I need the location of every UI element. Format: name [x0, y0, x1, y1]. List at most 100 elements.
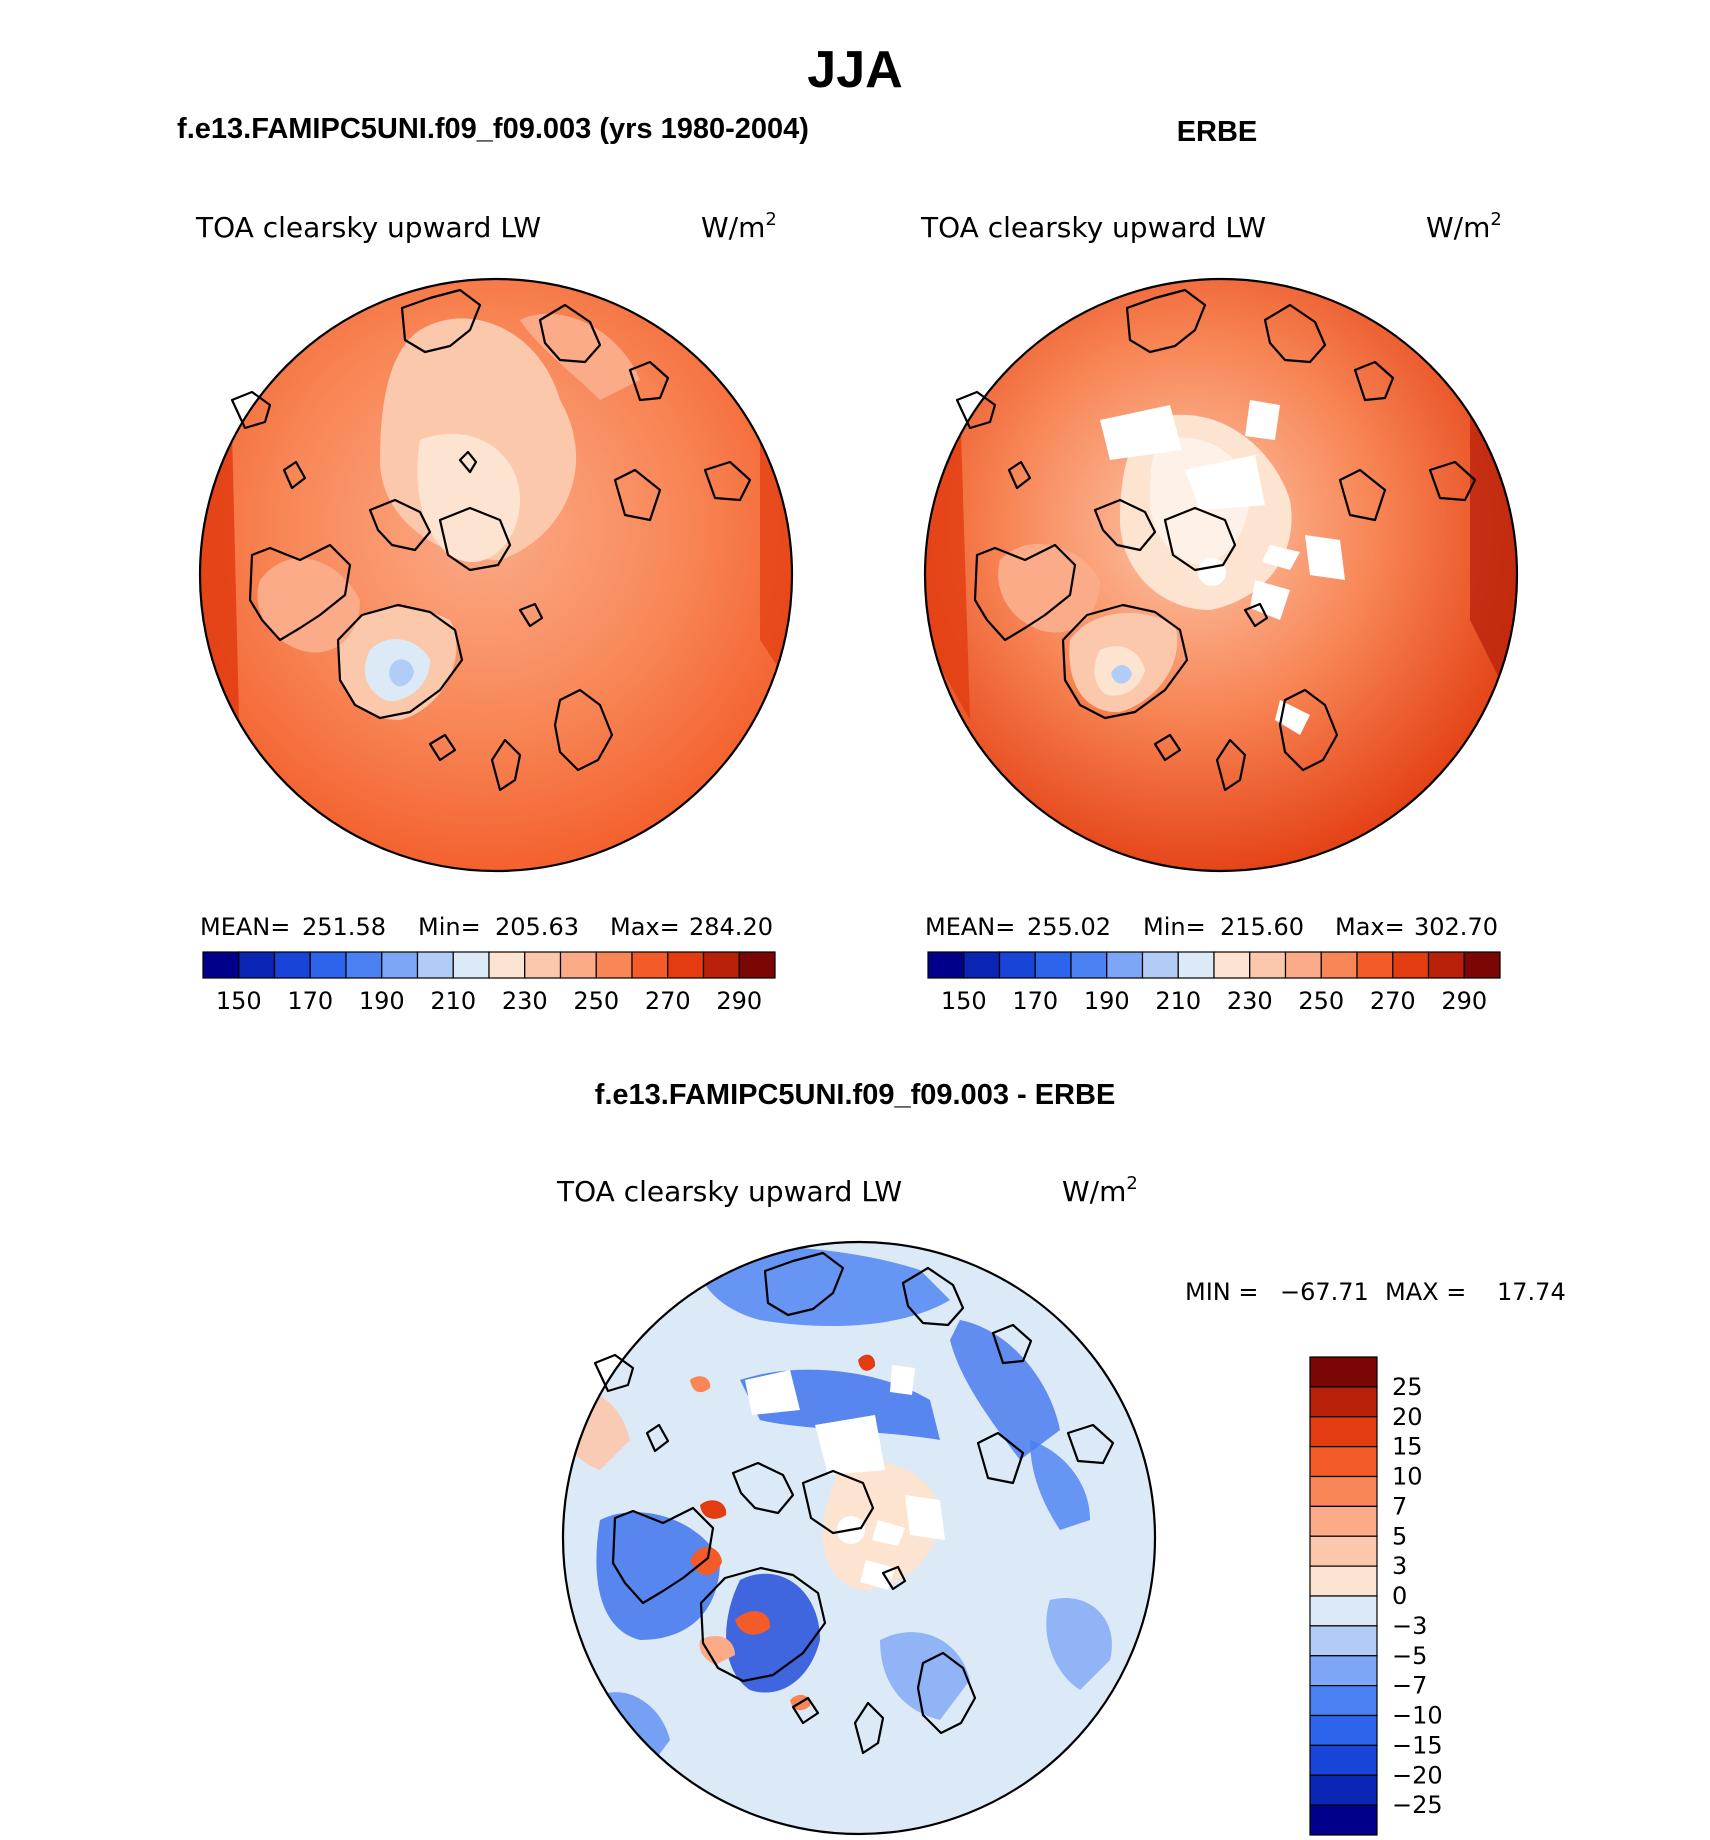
obs-colorbar-swatch [1213, 951, 1251, 979]
diff-colorbar-tick-label: 15 [1392, 1433, 1423, 1461]
diff-colorbar-tick-label: 7 [1392, 1492, 1407, 1520]
diff-colorbar-tick-label: −15 [1392, 1731, 1443, 1759]
diff-colorbar-swatch [1309, 1475, 1378, 1507]
diff-colorbar-swatch [1309, 1744, 1378, 1776]
model-units-exp: 2 [765, 209, 776, 230]
model-colorbar-swatch [309, 951, 347, 979]
model-colorbar-tick-label: 210 [430, 987, 476, 1015]
diff-panel-title: f.e13.FAMIPC5UNI.f09_f09.003 - ERBE [595, 1079, 1116, 1111]
model-min-value: 205.63 [495, 913, 579, 941]
diff-colorbar-tick-label: −20 [1392, 1761, 1443, 1789]
diff-stats: MIN = −67.71 MAX = 17.74 [1185, 1278, 1566, 1306]
diff-colorbar-swatch [1309, 1535, 1378, 1567]
diff-colorbar-tick-label: 25 [1392, 1373, 1423, 1401]
figure-title: JJA [807, 41, 902, 99]
obs-colorbar: 150 170 190 210 230 250 270 290 [927, 951, 1501, 1015]
diff-colorbar-swatch [1309, 1565, 1378, 1597]
obs-colorbar-swatch [1034, 951, 1072, 979]
obs-units-exp: 2 [1490, 209, 1501, 230]
model-units-base: W/m [701, 211, 765, 244]
obs-colorbar-swatch [1463, 951, 1501, 979]
diff-colorbar-tick-label: −7 [1392, 1672, 1427, 1700]
diff-colorbar-tick-label: 0 [1392, 1582, 1407, 1610]
obs-colorbar-swatch [1356, 951, 1394, 979]
model-colorbar-tick-label: 190 [359, 987, 405, 1015]
model-colorbar-swatch [559, 951, 597, 979]
obs-colorbar-swatch [1177, 951, 1215, 979]
diff-colorbar-tick-label: −3 [1392, 1612, 1427, 1640]
model-colorbar-tick-label: 170 [287, 987, 333, 1015]
model-colorbar-swatch [345, 951, 383, 979]
obs-colorbar-swatch [1392, 951, 1430, 979]
model-colorbar-swatch [273, 951, 311, 979]
diff-min-label: MIN = [1185, 1278, 1258, 1306]
obs-map [923, 277, 1519, 873]
diff-colorbar-swatch [1309, 1714, 1378, 1746]
diff-units-exp: 2 [1126, 1173, 1137, 1194]
model-colorbar-swatch [702, 951, 740, 979]
model-mean-value: 251.58 [302, 913, 386, 941]
diff-colorbar-tick-label: 20 [1392, 1403, 1423, 1431]
model-min-label: Min= [418, 913, 481, 941]
obs-colorbar-tick-label: 150 [941, 987, 987, 1015]
diff-colorbar-swatch [1309, 1774, 1378, 1806]
diff-colorbar-swatch [1309, 1685, 1378, 1717]
diff-colorbar-swatch [1309, 1416, 1378, 1448]
model-map [198, 277, 794, 873]
obs-mean-value: 255.02 [1027, 913, 1111, 941]
diff-colorbar-swatch [1309, 1446, 1378, 1478]
obs-colorbar-swatch [1106, 951, 1144, 979]
obs-colorbar-swatch [963, 951, 1001, 979]
model-colorbar-swatch [238, 951, 276, 979]
diff-colorbar-swatch [1309, 1356, 1378, 1388]
model-colorbar-swatch [416, 951, 454, 979]
model-colorbar-swatch [667, 951, 705, 979]
obs-min-value: 215.60 [1220, 913, 1304, 941]
model-colorbar-swatch [595, 951, 633, 979]
model-colorbar-swatch [738, 951, 776, 979]
diff-colorbar-swatch [1309, 1625, 1378, 1657]
obs-colorbar-swatch [1427, 951, 1465, 979]
model-colorbar-swatch [452, 951, 490, 979]
model-colorbar-tick-label: 270 [645, 987, 691, 1015]
obs-mean-label: MEAN= [925, 913, 1015, 941]
obs-variable-label: TOA clearsky upward LW [920, 211, 1266, 244]
model-colorbar-swatch [524, 951, 562, 979]
model-colorbar-swatch [488, 951, 526, 979]
obs-colorbar-swatch [1070, 951, 1108, 979]
diff-variable-label: TOA clearsky upward LW [556, 1175, 902, 1208]
obs-colorbar-tick-label: 170 [1012, 987, 1058, 1015]
diff-colorbar-tick-label: 5 [1392, 1522, 1407, 1550]
obs-colorbar-tick-label: 290 [1441, 987, 1487, 1015]
obs-max-value: 302.70 [1414, 913, 1498, 941]
obs-colorbar-tick-label: 230 [1227, 987, 1273, 1015]
obs-colorbar-tick-label: 190 [1084, 987, 1130, 1015]
model-units-label: W/m2 [701, 209, 777, 244]
obs-units-label: W/m2 [1426, 209, 1502, 244]
diff-colorbar-swatch [1309, 1386, 1378, 1418]
model-colorbar-tick-label: 150 [216, 987, 262, 1015]
model-panel-title: f.e13.FAMIPC5UNI.f09_f09.003 (yrs 1980-2… [177, 113, 809, 145]
model-mean-label: MEAN= [200, 913, 290, 941]
diff-units-label: W/m2 [1062, 1173, 1138, 1208]
model-colorbar: 150 170 190 210 230 250 270 290 [202, 951, 776, 1015]
model-colorbar-tick-label: 290 [716, 987, 762, 1015]
model-stats: MEAN= 251.58 Min= 205.63 Max= 284.20 [200, 913, 773, 941]
obs-stats: MEAN= 255.02 Min= 215.60 Max= 302.70 [925, 913, 1498, 941]
diff-map [561, 1240, 1157, 1836]
obs-colorbar-tick-label: 210 [1155, 987, 1201, 1015]
diff-colorbar-tick-label: −25 [1392, 1791, 1443, 1819]
diff-colorbar-swatch [1309, 1804, 1378, 1836]
model-colorbar-swatch [381, 951, 419, 979]
obs-colorbar-swatch [1141, 951, 1179, 979]
diff-colorbar-tick-label: 10 [1392, 1463, 1423, 1491]
diff-units-base: W/m [1062, 1175, 1126, 1208]
model-max-value: 284.20 [689, 913, 773, 941]
diff-colorbar-tick-label: 3 [1392, 1552, 1407, 1580]
model-colorbar-swatch [631, 951, 669, 979]
diff-colorbar-tick-label: −5 [1392, 1642, 1427, 1670]
model-colorbar-swatch [202, 951, 240, 979]
obs-colorbar-swatch [998, 951, 1036, 979]
model-variable-label: TOA clearsky upward LW [195, 211, 541, 244]
